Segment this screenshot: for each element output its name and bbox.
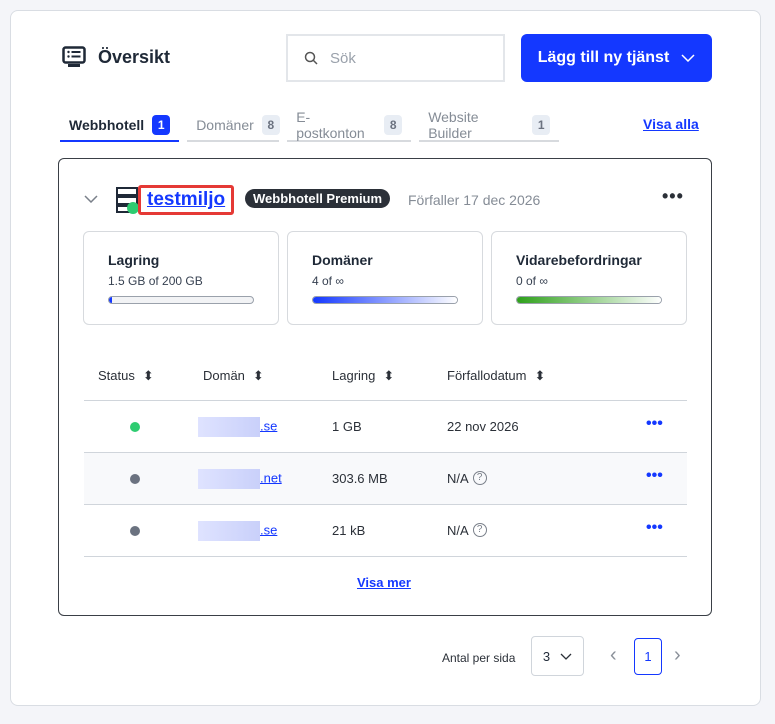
sort-icon: ⬍	[534, 368, 546, 383]
list-icon	[62, 46, 86, 67]
tab-label: Webbhotell	[69, 117, 145, 133]
header-label: Domän	[203, 368, 245, 383]
count-badge: 1	[532, 115, 551, 135]
page-title: Översikt	[62, 46, 170, 68]
count-badge: 8	[384, 115, 403, 135]
help-icon[interactable]: ?	[472, 471, 487, 485]
tabs: Webbhotell 1 Domäner 8 E-postkonton 8 Websi…	[60, 109, 560, 142]
next-page-button[interactable]: ›	[674, 644, 681, 666]
chevron-down-icon	[84, 195, 98, 204]
per-page-label: Antal per sida	[442, 651, 516, 665]
stat-value: 1.5 GB of 200 GB	[108, 274, 203, 288]
table-row: .se 1 GB 22 nov 2026 •••	[84, 400, 687, 452]
sort-icon: ⬍	[142, 368, 154, 383]
tab-website-builder[interactable]: Website Builder 1	[419, 109, 560, 142]
column-expiry[interactable]: Förfallodatum ⬍	[447, 368, 545, 384]
table-row: .se 21 kB N/A? •••	[84, 504, 687, 556]
tab-domaner[interactable]: Domäner 8	[187, 110, 280, 142]
progress-bar	[312, 296, 458, 304]
title-text: Översikt	[98, 46, 171, 67]
search-placeholder: Sök	[330, 49, 356, 67]
table-row: .net 303.6 MB N/A? •••	[84, 452, 687, 504]
redacted-block	[198, 469, 260, 489]
storage-value: 21 kB	[332, 523, 366, 538]
divider	[84, 556, 687, 557]
domain-link[interactable]: .se	[198, 521, 277, 541]
add-service-label: Lägg till ny tjänst	[537, 49, 670, 66]
tab-label: E-postkonton	[296, 109, 365, 141]
sort-icon: ⬍	[252, 368, 264, 383]
stat-label: Lagring	[108, 252, 160, 268]
domain-suffix: .se	[260, 522, 278, 538]
expiry-value: 22 nov 2026	[447, 419, 519, 434]
column-domain[interactable]: Domän ⬍	[203, 368, 264, 384]
storage-value: 1 GB	[332, 419, 362, 434]
tab-label: Website Builder	[428, 109, 479, 141]
status-dot	[130, 526, 140, 536]
stat-storage: Lagring 1.5 GB of 200 GB	[83, 231, 279, 325]
header-label: Förfallodatum	[447, 368, 527, 383]
column-storage[interactable]: Lagring ⬍	[332, 368, 394, 384]
row-more-icon[interactable]: •••	[646, 415, 663, 432]
header-label: Status	[98, 368, 135, 383]
count-badge: 8	[261, 115, 280, 135]
expiry-cell: 22 nov 2026	[447, 419, 519, 434]
redacted-block	[198, 521, 260, 541]
collapse-toggle[interactable]	[84, 190, 98, 206]
per-page-select[interactable]: 3	[531, 636, 584, 676]
service-card	[58, 158, 712, 616]
server-icon	[116, 187, 140, 220]
tab-e-postkonton[interactable]: E-postkonton 8	[287, 109, 412, 142]
expiry-cell: N/A?	[447, 523, 487, 538]
column-status[interactable]: Status ⬍	[98, 368, 154, 384]
header-label: Lagring	[332, 368, 376, 383]
storage-value: 303.6 MB	[332, 471, 388, 486]
stat-label: Domäner	[312, 252, 373, 268]
chevron-down-icon	[560, 653, 572, 660]
row-more-icon[interactable]: •••	[646, 467, 663, 484]
show-more-link[interactable]: Visa mer	[357, 575, 411, 590]
stat-value: 0 of ∞	[516, 274, 548, 288]
prev-page-button[interactable]: ‹	[610, 644, 617, 666]
page-button[interactable]: 1	[634, 638, 662, 675]
expiry-text: Förfaller 17 dec 2026	[408, 192, 541, 208]
expiry-cell: N/A?	[447, 471, 487, 486]
per-page-value: 3	[542, 648, 551, 664]
sort-icon: ⬍	[383, 368, 395, 383]
progress-bar	[108, 296, 254, 304]
row-more-icon[interactable]: •••	[646, 519, 663, 536]
status-dot	[127, 202, 139, 214]
search-icon	[304, 51, 318, 65]
chevron-down-icon	[681, 54, 695, 62]
more-options-icon[interactable]: •••	[662, 186, 684, 206]
expiry-value: N/A	[447, 471, 469, 486]
domain-link[interactable]: .net	[198, 469, 282, 489]
expiry-value: N/A	[447, 523, 469, 538]
show-all-link[interactable]: Visa alla	[643, 116, 699, 132]
tab-webbhotell[interactable]: Webbhotell 1	[60, 110, 180, 142]
status-dot	[130, 474, 140, 484]
domain-suffix: .net	[260, 470, 282, 486]
stat-forwards: Vidarebefordringar 0 of ∞	[491, 231, 687, 325]
count-badge: 1	[152, 115, 171, 135]
stat-domains: Domäner 4 of ∞	[287, 231, 483, 325]
plan-badge: Webbhotell Premium	[245, 189, 391, 208]
add-service-button[interactable]: Lägg till ny tjänst	[521, 34, 712, 82]
domain-link[interactable]: .se	[198, 417, 277, 437]
redacted-block	[198, 417, 260, 437]
search-input[interactable]: Sök	[286, 34, 505, 82]
service-name-link[interactable]: testmiljo	[138, 185, 235, 215]
status-dot	[130, 422, 140, 432]
progress-bar	[516, 296, 662, 304]
stat-value: 4 of ∞	[312, 274, 344, 288]
tab-label: Domäner	[196, 117, 254, 133]
domain-suffix: .se	[260, 418, 278, 434]
stat-label: Vidarebefordringar	[516, 252, 642, 268]
help-icon[interactable]: ?	[472, 523, 487, 537]
